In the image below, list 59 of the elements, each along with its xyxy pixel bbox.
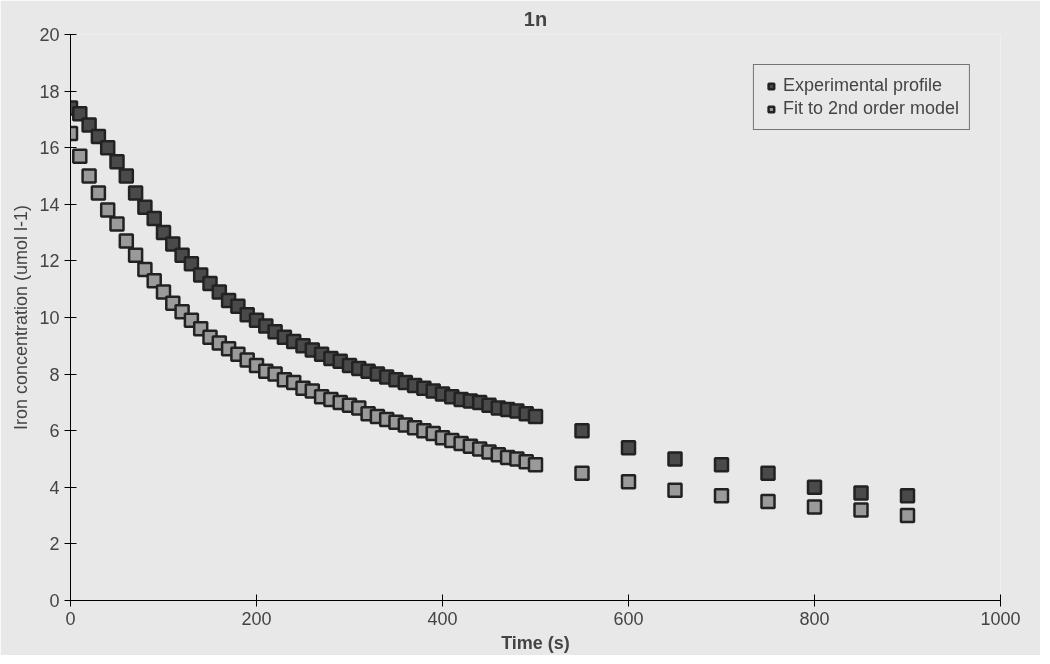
point <box>109 216 125 232</box>
y-tick-label: 4 <box>49 477 60 498</box>
point <box>574 422 590 439</box>
point <box>853 502 869 518</box>
point <box>713 488 730 504</box>
chart-title: 1n <box>523 7 548 30</box>
y-tick-label: 0 <box>49 591 60 611</box>
point <box>146 272 162 289</box>
y-tick-label: 14 <box>39 194 60 215</box>
point <box>118 233 135 249</box>
y-tick-label: 18 <box>39 81 60 102</box>
legend-label: Experimental profile <box>782 75 942 96</box>
x-tick-label: 200 <box>241 608 272 629</box>
point <box>72 105 88 122</box>
y-tick-label: 10 <box>39 308 60 328</box>
point <box>806 499 823 515</box>
y-tick-label: 20 <box>39 25 60 45</box>
point <box>137 261 153 278</box>
point <box>146 210 162 227</box>
x-tick-label: 400 <box>427 608 458 629</box>
y-tick-label: 8 <box>49 364 60 385</box>
x-axis-title: Time (s) <box>501 632 570 653</box>
point <box>620 439 637 456</box>
legend-label: Fit to 2nd order model <box>782 98 959 119</box>
point <box>99 202 116 218</box>
point <box>527 456 544 473</box>
x-tick-label: 800 <box>799 608 830 629</box>
point <box>760 465 776 481</box>
point <box>109 154 125 170</box>
point <box>899 507 916 524</box>
point <box>760 493 776 510</box>
y-tick-label: 16 <box>39 138 60 159</box>
point <box>527 408 544 425</box>
point <box>81 117 97 133</box>
x-tick-label: 600 <box>613 608 644 629</box>
point <box>165 236 181 252</box>
y-axis-title: Iron concentration (umol l-1) <box>11 204 32 431</box>
point <box>127 247 144 263</box>
point <box>127 185 144 201</box>
point <box>90 185 107 201</box>
y-tick-label: 6 <box>49 421 60 442</box>
point <box>81 168 97 184</box>
point <box>667 482 683 498</box>
point <box>99 139 116 156</box>
point <box>72 148 88 164</box>
point <box>853 485 869 501</box>
point <box>574 465 590 481</box>
point <box>806 479 823 496</box>
y-tick-label: 2 <box>49 534 60 555</box>
point <box>155 284 172 300</box>
point <box>713 456 730 473</box>
y-tick-label: 12 <box>39 251 60 272</box>
point <box>118 168 135 184</box>
x-tick-label: 0 <box>65 608 76 629</box>
point <box>899 488 916 504</box>
point <box>667 451 683 467</box>
x-tick-label: 1000 <box>980 608 1021 629</box>
point <box>137 199 153 215</box>
point <box>620 473 637 490</box>
